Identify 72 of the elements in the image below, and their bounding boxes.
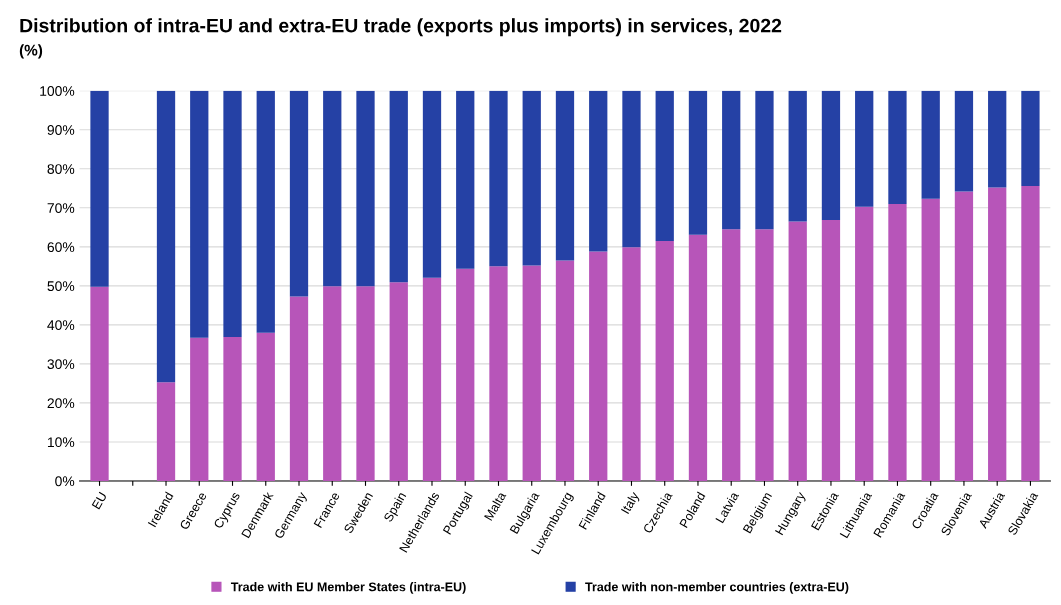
bar [522,90,541,266]
bar [256,332,275,481]
bar [156,382,176,481]
bar [323,286,342,481]
y-tick-label: 40% [47,320,75,331]
bar [90,286,109,481]
bar [289,90,309,297]
bar [323,90,342,287]
bar [722,90,741,230]
bar [622,90,641,248]
bar [788,221,807,481]
bar [1021,185,1040,481]
y-tick-label: 0% [55,476,75,487]
chart-title: Distribution of intra-EU and extra-EU trade (exports plus imports) in services, 2022 [20,18,782,37]
bar [256,90,275,333]
y-tick-label: 90% [47,125,75,135]
bar [389,90,408,283]
bar [688,234,708,481]
y-tick-label: 30% [47,359,75,370]
bar [156,90,176,383]
bar [1021,90,1040,186]
bar [921,90,940,199]
bar [988,90,1007,188]
y-tick-label: 70% [47,203,75,213]
x-tick-label: EU [91,491,107,510]
bar [821,90,841,220]
bar [888,90,907,204]
bar [755,90,774,230]
bar [555,260,575,481]
bar [622,247,641,481]
bar [589,251,608,481]
y-tick-label: 50% [47,281,75,292]
bar [389,282,408,481]
bar [954,191,974,481]
bar [888,203,907,481]
bar [755,229,774,481]
y-tick-label: 80% [47,164,75,174]
bar [688,90,708,235]
bar [489,90,508,267]
bar [422,90,442,278]
bar [456,268,475,481]
bar [223,90,242,337]
bar [821,219,841,481]
bar [289,296,309,481]
legend-label: Trade with EU Member States (intra-EU) [230,582,466,594]
y-tick-label: 60% [47,242,75,253]
bar [988,187,1007,481]
bar [356,90,375,287]
bar [190,90,209,338]
bar [555,90,575,261]
y-tick-label: 10% [47,437,75,448]
bar [489,266,508,481]
bar [456,90,475,269]
y-tick-label: 20% [47,398,75,409]
bar [422,277,442,481]
chart-subtitle: (%) [19,44,43,59]
y-tick-label: 100% [40,86,75,96]
bar [356,286,375,481]
bar [855,206,874,481]
bar [921,198,940,481]
bar [655,90,674,241]
bar [722,229,741,481]
bar [954,90,974,192]
bar [90,90,109,287]
bar [190,337,209,481]
bar [223,336,242,481]
bar [522,265,541,481]
bar [855,90,874,207]
bar [589,90,608,252]
legend-label: Trade with non-member countries (extra-EU) [585,582,849,594]
bar [655,240,674,481]
bar [788,90,807,222]
